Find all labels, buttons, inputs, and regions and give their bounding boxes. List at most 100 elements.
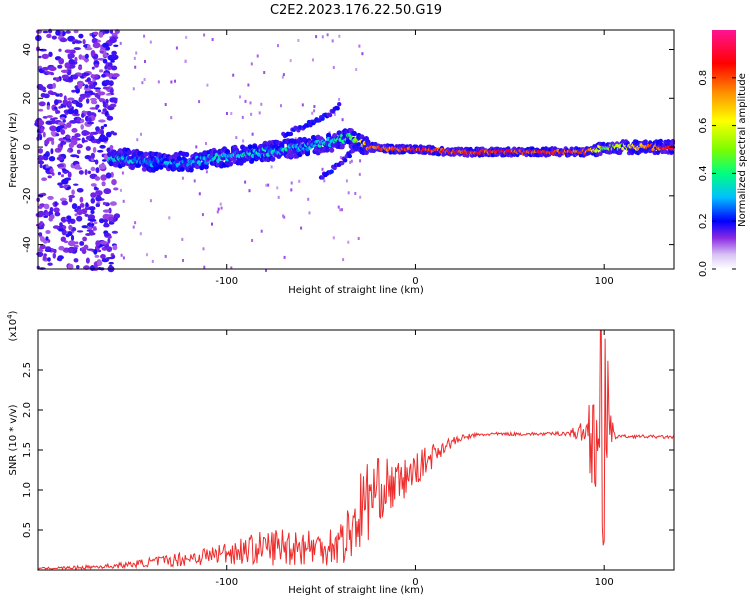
spectrogram-noise-cell — [44, 211, 50, 217]
spectrogram-x-ticks: -100 0 100 — [215, 30, 614, 287]
spectrogram-noise-cell — [38, 205, 43, 210]
x-tick-label: 100 — [595, 577, 614, 588]
spectrogram-noise-cell — [97, 149, 104, 153]
spectrogram-noise-cell — [84, 84, 89, 89]
spectrogram-noise-cell — [251, 239, 254, 242]
spectrogram-noise-cell — [85, 135, 91, 141]
spectrogram-noise-cell — [89, 131, 94, 137]
spectrogram-noise-cell — [103, 188, 112, 195]
spectrogram-noise-cell — [226, 112, 228, 115]
spectrogram-noise-cell — [61, 178, 69, 185]
spectrogram-noise-cell — [68, 224, 73, 231]
spectrogram-noise-cell — [77, 230, 84, 233]
spectrogram-noise-cell — [37, 210, 45, 217]
spectrogram-noise-cell — [101, 181, 106, 187]
spectrogram-noise-cell — [109, 256, 115, 260]
spectrogram-noise-cell — [90, 197, 96, 204]
spectrogram-noise-cell — [84, 53, 89, 59]
spectrogram-noise-cell — [193, 179, 196, 183]
spectrogram-ridge-cell — [126, 149, 132, 155]
spectrogram-noise-cell — [164, 254, 167, 258]
spectrogram-noise-cell — [78, 65, 83, 71]
spectrogram-branch-cell — [343, 158, 348, 163]
spectrogram-noise-cell — [321, 167, 324, 171]
spectrogram-noise-cell — [48, 66, 57, 71]
spectrogram-noise-cell — [119, 41, 122, 45]
y-tick-label: -40 — [22, 236, 33, 252]
spectrogram-noise-cell — [42, 89, 47, 93]
spectrogram-noise-cell — [232, 73, 235, 77]
spectrogram-noise-cell — [87, 214, 96, 221]
spectrogram-noise-cell — [98, 98, 106, 103]
spectrogram-noise-cell — [67, 263, 74, 270]
spectrogram-noise-cell — [74, 56, 78, 63]
spectrogram-noise-cell — [60, 103, 64, 109]
spectrogram-noise-cell — [106, 147, 111, 153]
spectrogram-noise-cell — [46, 83, 55, 90]
spectrogram-noise-cell — [260, 229, 263, 233]
spectrogram-noise-cell — [313, 105, 316, 108]
x-tick-label: 0 — [412, 577, 418, 588]
spectrogram-noise-cell — [42, 116, 48, 119]
spectrogram-noise-cell — [109, 29, 114, 34]
spectrogram-noise-cell — [110, 171, 114, 178]
x-tick-label: -100 — [215, 276, 238, 287]
spectrogram-noise-cell — [109, 145, 114, 150]
spectrogram-noise-cell — [263, 71, 266, 74]
spectrogram-noise-cell — [76, 116, 81, 123]
spectrogram-noise-cell — [56, 156, 65, 161]
spectrogram-noise-cell — [46, 105, 50, 110]
spectrogram-branch-cell — [320, 175, 325, 180]
spectrogram-noise-cell — [68, 142, 75, 148]
spectrogram-noise-cell — [109, 88, 114, 94]
spectrogram-noise-cell — [68, 247, 73, 254]
spectrogram-noise-cell — [57, 255, 64, 260]
spectrogram-noise-cell — [63, 95, 67, 101]
spectrogram-noise-cell — [337, 205, 340, 209]
spectrogram-noise-cell — [109, 37, 117, 44]
spectrogram-noise-cell — [99, 134, 106, 140]
spectrogram-cells — [34, 28, 676, 273]
spectrogram-noise-cell — [77, 83, 83, 90]
spectrogram-noise-cell — [41, 177, 47, 181]
y-tick-label: 2.0 — [22, 402, 33, 418]
spectrogram-ridge-cell — [324, 147, 330, 153]
spectrogram-noise-cell — [60, 236, 66, 242]
colorbar-gradient — [712, 30, 736, 269]
spectrogram-noise-cell — [141, 81, 144, 85]
spectrogram-noise-cell — [338, 34, 341, 38]
spectrogram-noise-cell — [93, 221, 98, 225]
spectrogram-noise-cell — [270, 165, 273, 169]
y-tick-label: 20 — [22, 92, 33, 105]
spectrogram-noise-cell — [89, 265, 96, 271]
spectrogram-noise-cell — [101, 111, 106, 115]
spectrogram-noise-cell — [94, 186, 98, 189]
spectrogram-noise-cell — [198, 192, 201, 196]
colorbar: 0.0 0.2 0.4 0.6 0.8 Normalized spectral ampl… — [698, 30, 748, 277]
spectrogram-noise-cell — [99, 241, 108, 245]
spectrogram-noise-cell — [38, 108, 44, 112]
spectrogram-noise-cell — [85, 146, 91, 151]
spectrogram-noise-cell — [149, 40, 152, 44]
spectrogram-noise-cell — [90, 97, 97, 102]
spectrogram-noise-cell — [357, 237, 360, 240]
spectrogram-noise-cell — [359, 195, 362, 199]
spectrogram-noise-cell — [59, 93, 63, 97]
spectrogram-noise-cell — [66, 122, 72, 128]
spectrogram-noise-cell — [82, 236, 87, 242]
spectrogram-noise-cell — [99, 218, 105, 224]
spectrogram-noise-cell — [45, 168, 50, 171]
spectrogram-noise-cell — [46, 71, 54, 75]
spectrogram-noise-cell — [54, 201, 58, 207]
y-tick-label: 2.5 — [22, 362, 33, 378]
spectrogram-noise-cell — [57, 171, 62, 176]
spectrogram-noise-cell — [40, 126, 44, 133]
spectrogram-noise-cell — [102, 201, 107, 206]
spectrogram-noise-cell — [92, 146, 97, 153]
spectrogram-noise-cell — [355, 68, 358, 71]
spectrogram-noise-cell — [71, 89, 76, 93]
colorbar-tick-label: 0.4 — [698, 165, 709, 181]
spectrogram-noise-cell — [61, 168, 67, 172]
spectrogram-noise-cell — [108, 216, 114, 222]
